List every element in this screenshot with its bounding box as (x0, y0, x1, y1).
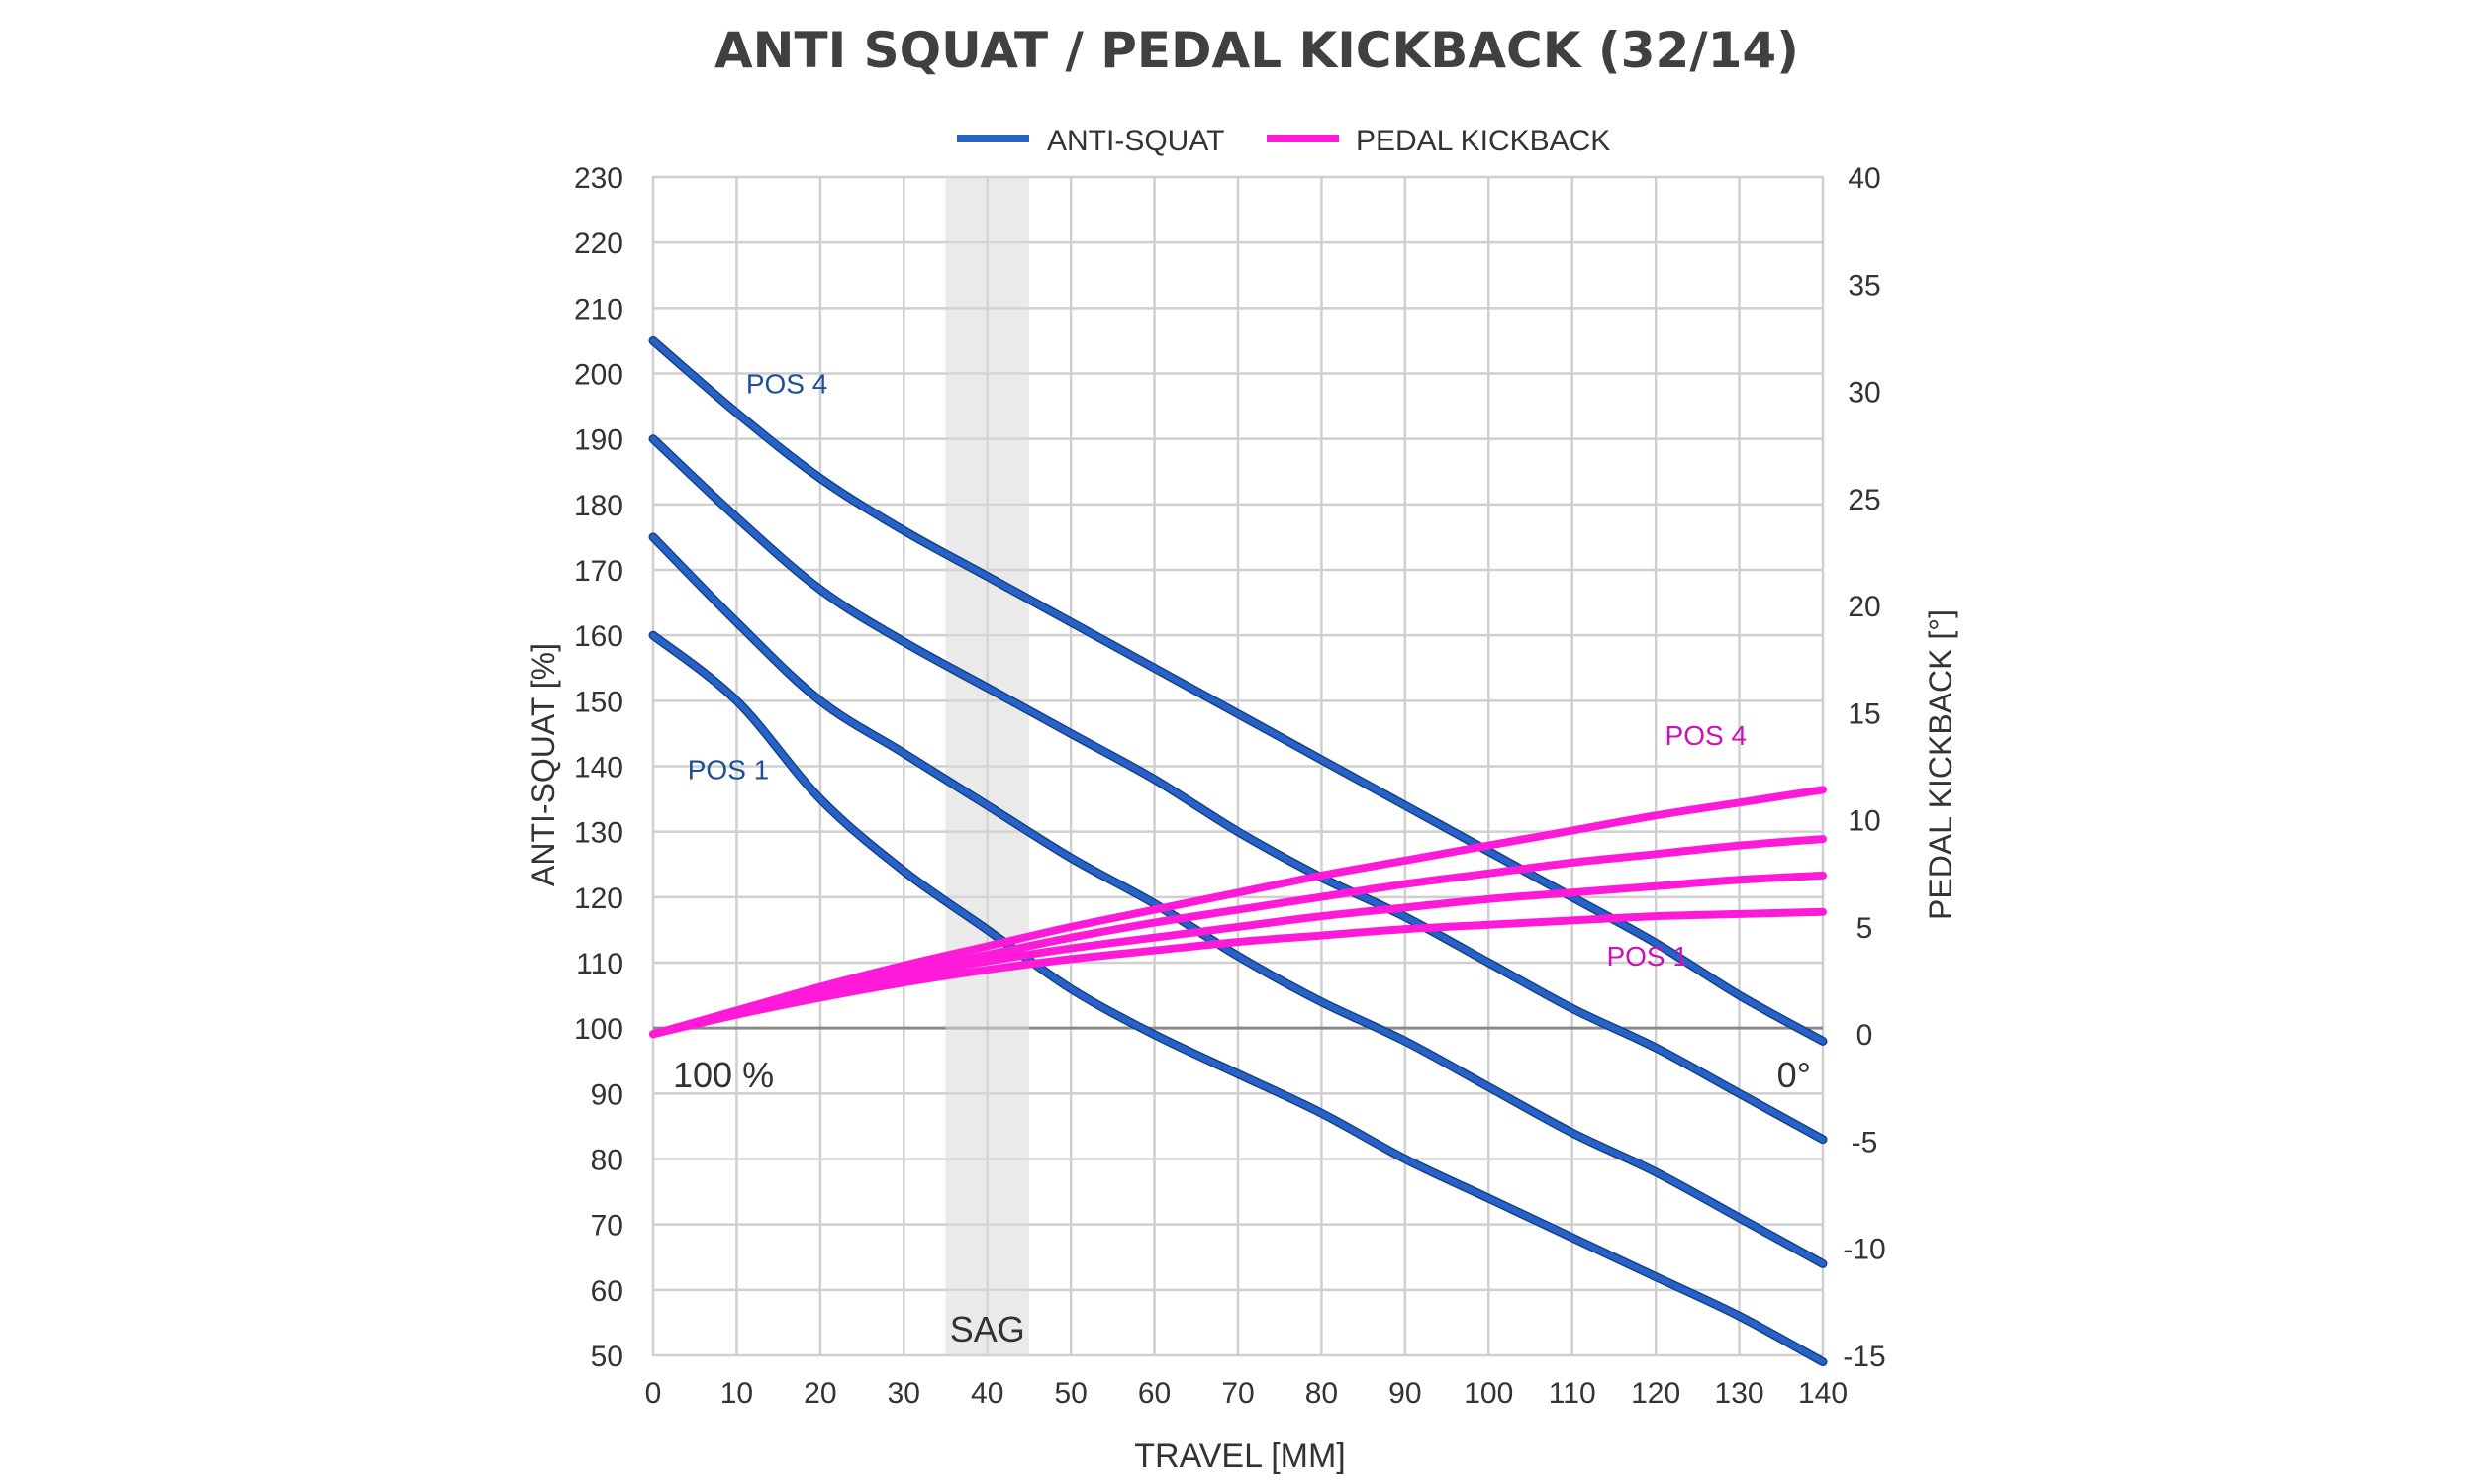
y-tick-label: 110 (576, 948, 623, 980)
y2-tick-label: 30 (1848, 377, 1880, 410)
y-tick-label: 200 (574, 359, 623, 392)
annotation-pos-1: POS 1 (688, 755, 769, 786)
y-axis-label: ANTI-SQUAT [%] (525, 643, 561, 886)
y2-tick-label: 40 (1848, 162, 1880, 195)
annotation-pos-1: POS 1 (1606, 941, 1687, 972)
series-line-pedal-kickback-pos-3 (649, 835, 1827, 1039)
series-line-anti-squat-pos-1 (650, 632, 1826, 1365)
series-line-pedal-kickback-pos-4 (649, 786, 1827, 1039)
x-tick-label: 140 (1798, 1377, 1848, 1410)
x-tick-label: 100 (1464, 1377, 1513, 1410)
y-tick-label: 230 (574, 162, 623, 195)
x-axis-label: TRAVEL [MM] (1134, 1438, 1345, 1475)
annotation-pos-4: POS 4 (746, 368, 827, 399)
x-tick-label: 40 (971, 1377, 1003, 1410)
y-tick-label: 90 (591, 1078, 623, 1111)
y-tick-label: 190 (574, 424, 623, 457)
y-tick-label: 140 (574, 752, 623, 785)
sag-label: SAG (950, 1309, 1025, 1349)
y-tick-label: 50 (591, 1341, 623, 1373)
y-tick-label: 220 (574, 228, 623, 260)
y-tick-label: 100 (574, 1013, 623, 1046)
x-tick-label: 80 (1305, 1377, 1338, 1410)
legend-label-pedal-kickback: PEDAL KICKBACK (1356, 125, 1610, 157)
y2-tick-label: 5 (1856, 912, 1873, 945)
y2-axis-label: PEDAL KICKBACK [°] (1923, 609, 1958, 920)
x-tick-label: 50 (1054, 1377, 1087, 1410)
annotation-pos-4: POS 4 (1665, 720, 1747, 751)
annotations: POS 4 POS 1 POS 4 POS 1 100 % 0° (673, 368, 1811, 1095)
series-line-anti-squat-pos-4 (650, 337, 1826, 1045)
y-tick-label: 210 (574, 293, 623, 325)
y-tick-label: 160 (574, 620, 623, 653)
series-line-pedal-kickback-pos-1 (649, 907, 1827, 1039)
y2-tick-label: 35 (1848, 269, 1880, 302)
x-tick-label: 130 (1715, 1377, 1764, 1410)
y2-tick-label: 0 (1856, 1019, 1873, 1052)
x-tick-label: 10 (720, 1377, 753, 1410)
x-tick-label: 70 (1221, 1377, 1254, 1410)
y-tick-label: 60 (591, 1275, 623, 1308)
y-tick-label: 170 (574, 555, 623, 588)
reference-label-0-degree: 0° (1777, 1055, 1811, 1095)
x-tick-label: 20 (804, 1377, 836, 1410)
x-tick-label: 120 (1631, 1377, 1680, 1410)
x-tick-label: 90 (1388, 1377, 1421, 1410)
reference-label-100-percent: 100 % (673, 1055, 774, 1095)
series-lines (648, 335, 1828, 1367)
y-tick-label: 130 (574, 817, 623, 850)
x-tick-label: 30 (888, 1377, 920, 1410)
y2-tick-label: 20 (1848, 591, 1880, 623)
y2-tick-label: -15 (1843, 1341, 1885, 1373)
y2-tick-label: -10 (1843, 1234, 1885, 1266)
series-line-anti-squat-pos-2 (650, 533, 1826, 1267)
y2-tick-label: 10 (1848, 805, 1880, 838)
x-axis-ticks: 0 10 20 30 40 50 60 70 80 90 100 110 120 130 140 (645, 1377, 1848, 1410)
y2-axis-ticks: -15 -10 -5 0 5 10 15 20 25 30 35 40 (1843, 162, 1885, 1373)
y-tick-label: 120 (574, 882, 623, 915)
legend: ANTI-SQUAT PEDAL KICKBACK (957, 125, 1610, 157)
sag-band-rect (945, 177, 1029, 1355)
y-tick-label: 80 (591, 1145, 623, 1177)
chart-title: ANTI SQUAT / PEDAL KICKBACK (32/14) (714, 22, 1799, 79)
y-tick-label: 180 (574, 490, 623, 522)
y-tick-label: 150 (574, 686, 623, 718)
x-tick-label: 110 (1549, 1377, 1596, 1410)
series-line-anti-squat-pos-3 (650, 435, 1826, 1143)
x-tick-label: 60 (1138, 1377, 1171, 1410)
y-axis-ticks: 50 60 70 80 90 100 110 120 130 140 150 160 170 180 190… (574, 162, 623, 1373)
legend-label-anti-squat: ANTI-SQUAT (1047, 125, 1224, 157)
y2-tick-label: 25 (1848, 484, 1880, 516)
y-tick-label: 70 (591, 1210, 623, 1243)
y2-tick-label: 15 (1848, 697, 1880, 730)
y2-tick-label: -5 (1852, 1126, 1878, 1159)
x-tick-label: 0 (645, 1377, 662, 1410)
sag-band: SAG (945, 177, 1029, 1355)
